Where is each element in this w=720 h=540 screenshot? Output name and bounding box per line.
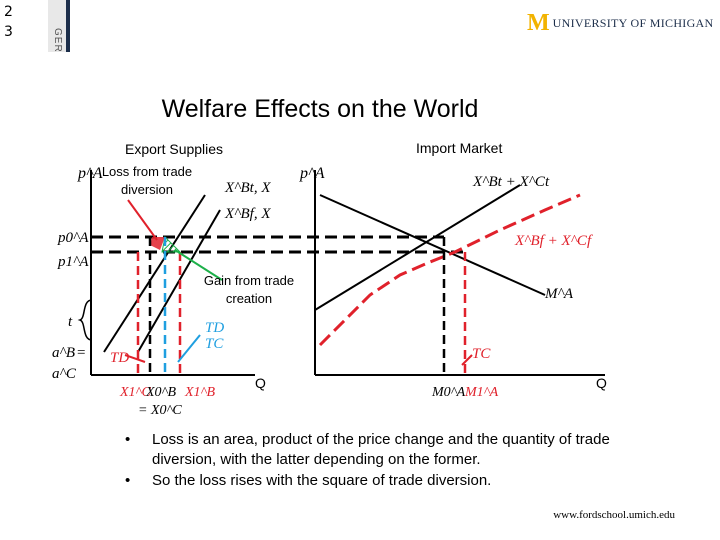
- bullet-text: So the loss rises with the square of tra…: [152, 472, 492, 489]
- p1-label: p1^A: [57, 254, 89, 270]
- bullet-list: • Loss is an area, product of the price …: [118, 430, 638, 492]
- TC-label-right: TC: [472, 346, 491, 362]
- aB-label: a^B: [52, 345, 75, 361]
- q-axis-label-right: Q: [596, 375, 607, 391]
- loss-label: Loss from trade diversion: [101, 164, 193, 197]
- bullet-text: Loss is an area, product of the price ch…: [152, 431, 610, 468]
- TD-label-mid: TD: [205, 320, 224, 336]
- supply-XBt-line: [103, 194, 206, 353]
- loss-pointer: [127, 199, 158, 241]
- x-label-X1C: X1^C: [119, 385, 151, 400]
- p0-label: p0^A: [57, 230, 89, 246]
- bullet-dot: •: [125, 431, 131, 448]
- logo-block-m: M: [527, 10, 550, 36]
- t-brace: [77, 299, 93, 341]
- x-label-M1A: M1^A: [464, 385, 499, 400]
- x-label-M0A: M0^A: [431, 385, 466, 400]
- x-label-eq-X0C: = X0^C: [138, 403, 182, 418]
- MA-label: M^A: [544, 286, 574, 302]
- gain-pointer: [174, 249, 223, 281]
- TD-label-left: TD: [110, 350, 129, 366]
- t-label: t: [68, 314, 73, 330]
- slide-number-top: 2: [4, 4, 13, 20]
- x-label-X0B: X0^B: [145, 385, 176, 400]
- td-pointer-mid: [177, 334, 201, 363]
- tc-pointer-right: [461, 354, 473, 366]
- eq-label: =: [77, 345, 85, 361]
- bullet-dot: •: [125, 472, 131, 489]
- q-axis-label-left: Q: [255, 375, 266, 391]
- bullet-item: • So the loss rises with the square of t…: [118, 471, 638, 491]
- right-panel-label: Import Market: [416, 140, 503, 156]
- slide-title: Welfare Effects on the World: [161, 95, 479, 123]
- footer-url[interactable]: www.fordschool.umich.edu: [553, 509, 675, 521]
- aC-label: a^C: [52, 366, 77, 382]
- gain-label: Gain from trade creation: [203, 273, 295, 306]
- slide-number-bottom: 3: [4, 24, 13, 40]
- right-y-axis-label: p^A: [299, 165, 325, 182]
- side-bar: [48, 0, 68, 52]
- university-logo: M UNIVERSITY OF MICHIGAN: [527, 10, 714, 36]
- left-y-axis-label: p^A: [77, 165, 103, 182]
- XBt-label: X^Bt, X: [224, 180, 271, 196]
- import-demand-MA-line: [319, 194, 546, 296]
- side-bar-accent: [66, 0, 70, 52]
- supply-XBtXCt-line: [314, 184, 521, 311]
- logo-text: UNIVERSITY OF MICHIGAN: [552, 15, 714, 30]
- trade-creation-gain-area: [161, 235, 182, 253]
- td-pointer-left: [124, 354, 146, 363]
- XBtXCt-label: X^Bt + X^Ct: [472, 174, 550, 190]
- left-panel-label: Export Supplies: [125, 141, 224, 157]
- XBf-label: X^Bf, X: [224, 206, 271, 222]
- supply-XBfXCf-dashed: [318, 193, 581, 347]
- TC-label-mid: TC: [205, 336, 224, 352]
- XBfXCf-label: X^Bf + X^Cf: [514, 233, 593, 249]
- x-label-X1B: X1^B: [184, 385, 215, 400]
- trade-diversion-loss-area: [150, 237, 165, 250]
- bullet-item: • Loss is an area, product of the price …: [118, 430, 638, 470]
